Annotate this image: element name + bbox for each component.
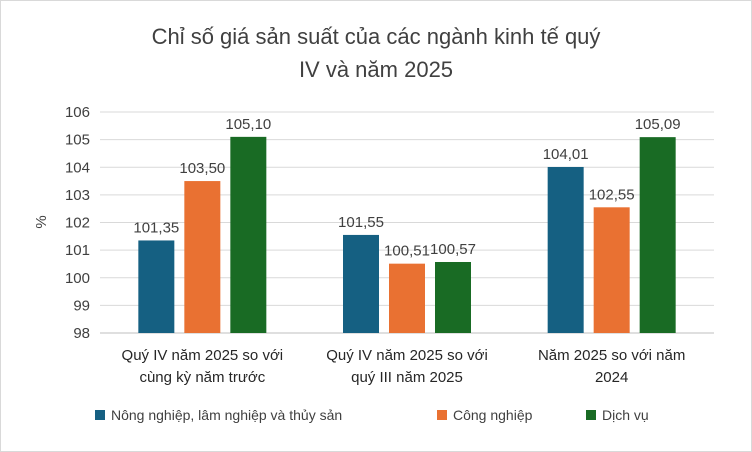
legend: Nông nghiệp, lâm nghiệp và thủy sản Công … — [95, 407, 649, 423]
data-label-series-3-cat-1: 105,10 — [225, 116, 271, 133]
legend-label-2: Công nghiệp — [453, 407, 533, 423]
category-label-2-line-1: Quý IV năm 2025 so với — [326, 347, 488, 364]
category-label-2-line-2: quý III năm 2025 — [351, 369, 463, 386]
y-tick-label-101: 101 — [65, 242, 90, 259]
bar-series-1-cat-2 — [343, 234, 379, 333]
legend-swatch-3 — [586, 410, 596, 420]
data-label-series-3-cat-2: 100,57 — [430, 241, 476, 258]
y-axis-label: % — [33, 215, 50, 228]
data-label-series-3-cat-3: 105,09 — [635, 116, 681, 133]
y-tick-label-105: 105 — [65, 132, 90, 149]
legend-label-1: Nông nghiệp, lâm nghiệp và thủy sản — [111, 407, 342, 423]
category-label-1-line-2: cùng kỳ năm trước — [139, 369, 265, 386]
legend-label-3: Dịch vụ — [602, 407, 649, 423]
bar-series-3-cat-1 — [230, 136, 267, 333]
bar-series-2-cat-1 — [184, 181, 221, 333]
bars — [138, 136, 676, 333]
y-axis-ticks: 98 99 100 101 102 103 104 105 106 — [65, 104, 90, 342]
bar-series-2-cat-3 — [593, 207, 630, 333]
data-label-series-1-cat-2: 101,55 — [338, 214, 384, 231]
bar-series-3-cat-3 — [639, 137, 676, 333]
category-label-3-line-1: Năm 2025 so với năm — [538, 347, 685, 364]
data-label-series-2-cat-3: 102,55 — [589, 186, 635, 203]
data-labels: 101,35 101,55 104,01 103,50 100,51 102,55 105,… — [133, 116, 680, 260]
category-label-3-line-2: 2024 — [595, 369, 628, 386]
y-tick-label-103: 103 — [65, 187, 90, 204]
x-axis-categories: Quý IV năm 2025 so với cùng kỳ năm trước Q… — [122, 347, 686, 386]
y-tick-label-106: 106 — [65, 104, 90, 121]
y-tick-label-102: 102 — [65, 215, 90, 232]
category-label-1-line-1: Quý IV năm 2025 so với — [122, 347, 284, 364]
legend-swatch-1 — [95, 410, 105, 420]
chart-title-line-2: IV và năm 2025 — [299, 57, 453, 82]
y-tick-label-104: 104 — [65, 159, 90, 176]
y-tick-label-98: 98 — [73, 325, 90, 342]
bar-series-1-cat-3 — [547, 166, 584, 333]
y-tick-label-100: 100 — [65, 270, 90, 287]
bar-series-3-cat-2 — [435, 262, 471, 333]
bar-series-2-cat-2 — [389, 263, 425, 333]
chart-title-line-1: Chỉ số giá sản suất của các ngành kinh t… — [152, 24, 601, 49]
data-label-series-2-cat-1: 103,50 — [179, 160, 225, 177]
y-axis-label-group: % — [33, 215, 50, 228]
bar-series-1-cat-1 — [138, 240, 175, 333]
data-label-series-1-cat-1: 101,35 — [133, 219, 179, 236]
data-label-series-2-cat-2: 100,51 — [384, 243, 430, 260]
legend-swatch-2 — [437, 410, 447, 420]
data-label-series-1-cat-3: 104,01 — [543, 146, 589, 163]
chart-title: Chỉ số giá sản suất của các ngành kinh t… — [152, 24, 601, 82]
y-tick-label-99: 99 — [73, 297, 90, 314]
